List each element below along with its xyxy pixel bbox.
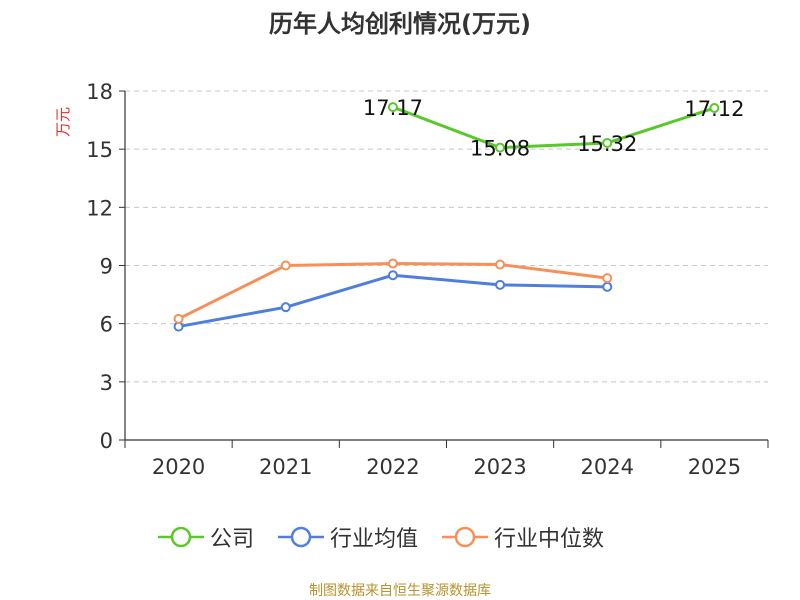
data-point-industry_avg <box>280 302 291 313</box>
data-point-industry_median <box>495 259 506 270</box>
data-point-company <box>387 102 398 113</box>
x-tick-label: 2020 <box>152 455 205 479</box>
y-tick-label: 18 <box>86 80 113 104</box>
legend-label-company: 公司 <box>210 527 255 552</box>
x-tick-label: 2025 <box>688 455 741 479</box>
data-point-industry_median <box>387 258 398 269</box>
y-tick-label: 15 <box>86 138 113 162</box>
legend-label-industry-avg: 行业均值 <box>330 527 419 552</box>
x-tick-label: 2023 <box>473 455 526 479</box>
data-point-industry_median <box>173 313 184 324</box>
data-label-company: 17.12 <box>684 97 744 121</box>
data-point-industry_avg <box>495 279 506 290</box>
chart-title: 历年人均创利情况(万元) <box>269 10 531 38</box>
series-line-company <box>392 105 715 150</box>
legend-swatch-company <box>158 526 204 548</box>
series-line-industry_avg <box>178 273 608 329</box>
legend-item-industry-median[interactable]: 行业中位数 <box>442 521 604 553</box>
data-point-industry_median <box>280 260 291 271</box>
y-tick-label: 9 <box>100 255 113 279</box>
data-label-company: 15.32 <box>577 132 637 156</box>
data-point-industry_avg <box>387 270 398 281</box>
data-label-company: 15.08 <box>470 137 530 161</box>
y-tick-label: 0 <box>100 429 113 453</box>
legend-swatch-industry-avg <box>278 526 325 548</box>
legend-swatch-industry-median <box>442 526 489 548</box>
data-point-company <box>709 103 720 114</box>
source-note: 制图数据来自恒生聚源数据库 <box>309 583 491 599</box>
y-tick-label: 12 <box>86 196 113 220</box>
legend-item-industry-avg[interactable]: 行业均值 <box>278 521 418 553</box>
legend-item-company[interactable]: 公司 <box>158 521 254 553</box>
y-tick-label: 3 <box>100 371 113 395</box>
legend-label-industry-median: 行业中位数 <box>494 527 605 552</box>
x-tick-label: 2024 <box>581 455 634 479</box>
y-tick-label: 6 <box>100 313 113 337</box>
legend: 公司 行业均值 行业中位数 <box>158 522 628 552</box>
data-point-industry_median <box>602 273 613 284</box>
x-tick-label: 2022 <box>366 455 419 479</box>
data-label-company: 17.17 <box>363 96 423 120</box>
data-point-company <box>602 137 613 148</box>
x-tick-label: 2021 <box>259 455 312 479</box>
data-point-company <box>495 142 506 153</box>
data-point-industry_avg <box>602 281 613 292</box>
y-axis-label: 万元 <box>54 107 72 137</box>
